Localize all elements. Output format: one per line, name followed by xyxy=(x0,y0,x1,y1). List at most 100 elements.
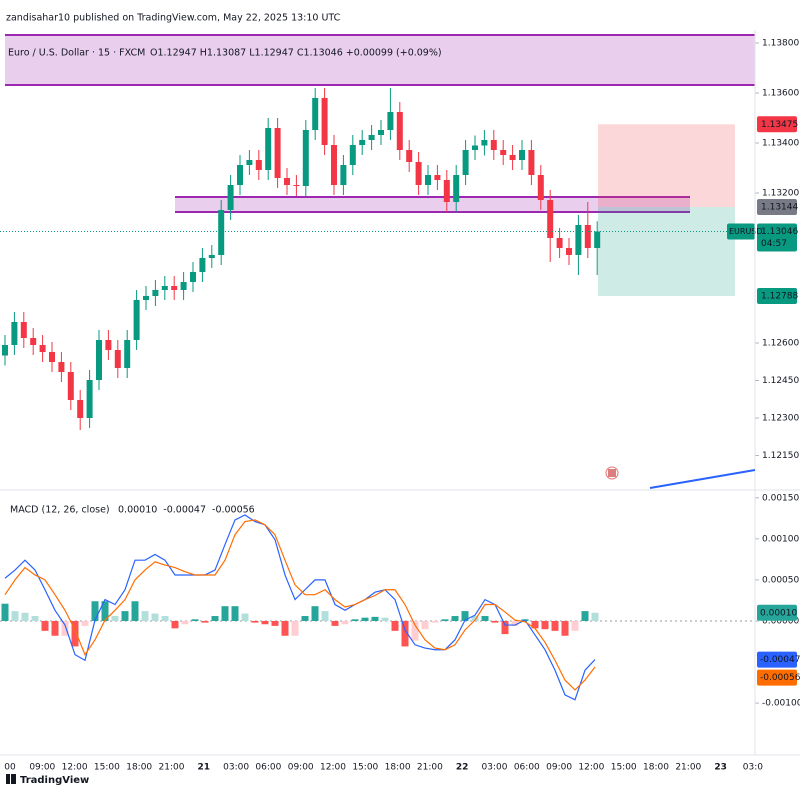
macd-last-label: -0.00047 xyxy=(760,655,800,665)
candle-body xyxy=(528,150,535,175)
candle-body xyxy=(387,112,394,130)
histogram-bar xyxy=(71,620,79,647)
histogram-bar xyxy=(331,620,339,626)
x-tick-label: 00 xyxy=(4,763,16,773)
histogram-bar xyxy=(1,603,9,621)
histogram-last-label: 0.00010 xyxy=(760,608,797,618)
candle-body xyxy=(20,322,27,338)
candle-body xyxy=(378,130,384,135)
histogram-bar xyxy=(281,620,289,636)
histogram-bar xyxy=(241,613,249,621)
x-tick-label: 18:00 xyxy=(126,763,152,773)
histogram-bar xyxy=(171,620,179,629)
candle-body xyxy=(490,140,497,150)
y-tick-label: 1.12600 xyxy=(762,339,799,349)
histogram-bar xyxy=(11,611,19,621)
histogram-bar xyxy=(511,620,519,626)
x-tick-label: 15:00 xyxy=(352,763,378,773)
candle-body xyxy=(133,300,140,340)
y-tick-label: 1.12450 xyxy=(762,376,799,386)
macd-last-label-box xyxy=(757,651,797,668)
y-tick-label: 1.13400 xyxy=(762,139,799,149)
histogram-bar xyxy=(261,620,269,625)
x-tick-label: 21:00 xyxy=(159,763,185,773)
candle-body xyxy=(519,150,525,160)
histogram-bar xyxy=(411,620,419,641)
histogram-bar xyxy=(51,620,59,636)
x-tick-label: 21 xyxy=(198,763,211,773)
candle-body xyxy=(58,362,65,372)
histogram-bar xyxy=(141,611,149,621)
x-tick-label: 12:00 xyxy=(62,763,88,773)
symbol-box xyxy=(727,223,755,240)
macd-legend-value: 0.00010 xyxy=(118,505,157,516)
histogram-bar xyxy=(451,616,459,621)
x-tick-label: 03:0 xyxy=(743,763,763,773)
candle-body xyxy=(566,248,572,255)
candle-body xyxy=(359,140,366,145)
histogram-bar xyxy=(531,620,539,629)
x-tick-label: 12:00 xyxy=(320,763,346,773)
x-tick-label: 03:00 xyxy=(482,763,508,773)
candle-body xyxy=(124,340,131,368)
candle-body xyxy=(331,145,337,185)
histogram-bar xyxy=(541,620,549,630)
candle-body xyxy=(67,372,74,400)
x-tick-label: 22 xyxy=(456,763,469,773)
histogram-bar xyxy=(371,616,379,621)
candle-body xyxy=(114,350,121,368)
entry-price-label-box xyxy=(757,199,797,215)
x-tick-label: 18:00 xyxy=(643,763,669,773)
x-tick-label: 15:00 xyxy=(611,763,637,773)
candle-body xyxy=(265,128,272,170)
candle-body xyxy=(415,162,422,185)
zone xyxy=(5,35,755,85)
chart-legend-ohlc: O1.12947 H1.13087 L1.12947 C1.13046 +0.0… xyxy=(150,48,442,59)
y-tick-label: 1.12300 xyxy=(762,414,799,424)
stop-price-label-box xyxy=(757,116,797,133)
candle-body xyxy=(584,225,591,248)
candle-body xyxy=(237,165,243,185)
x-tick-label: 09:00 xyxy=(29,763,55,773)
symbol-label: EURUSD xyxy=(729,227,763,236)
target-price-label: 1.12788 xyxy=(761,292,798,302)
candle-body xyxy=(11,322,18,345)
histogram-bar xyxy=(341,620,349,625)
histogram-bar xyxy=(401,620,409,647)
y-tick-label: 1.13800 xyxy=(762,39,799,49)
logo-text: TradingView xyxy=(20,775,89,786)
histogram-bar xyxy=(381,617,389,621)
histogram-bar xyxy=(441,619,449,621)
candle-body xyxy=(105,340,112,350)
histogram-bar xyxy=(301,616,309,621)
candle-body xyxy=(77,400,84,418)
countdown: 04:57 xyxy=(761,239,787,249)
stop-zone xyxy=(598,124,735,207)
histogram-bar xyxy=(421,620,429,630)
histogram-bar xyxy=(591,612,599,621)
candle-body xyxy=(462,150,469,175)
candle-body xyxy=(86,380,93,418)
histogram-bar xyxy=(471,616,479,621)
candle-body xyxy=(368,135,375,140)
histogram-bar xyxy=(111,616,119,621)
x-tick-label: 03:00 xyxy=(223,763,249,773)
histogram-last-label-box xyxy=(757,604,797,621)
candle-body xyxy=(349,145,356,165)
histogram-bar xyxy=(491,620,499,623)
candle-body xyxy=(284,178,290,185)
candle-body xyxy=(481,140,488,146)
candle-body xyxy=(509,155,516,160)
histogram-bar xyxy=(191,619,199,621)
histogram-bar xyxy=(161,616,169,621)
candle-body xyxy=(161,286,168,290)
candle-body xyxy=(547,200,554,238)
histogram-bar xyxy=(81,620,89,626)
candle-body xyxy=(218,210,225,255)
candle-body xyxy=(406,150,413,162)
y-tick-label: 0.00000 xyxy=(762,616,799,626)
trend-line xyxy=(649,469,756,489)
y-tick-label: 0.00100 xyxy=(762,534,799,544)
candle-body xyxy=(500,150,507,155)
